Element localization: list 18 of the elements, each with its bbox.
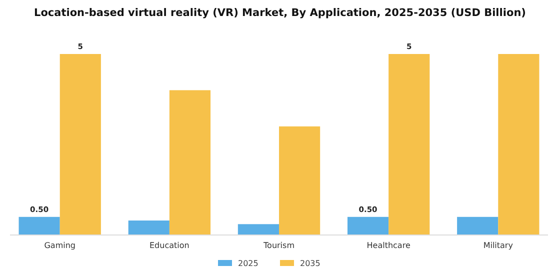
legend-label: 2035 bbox=[300, 259, 320, 268]
x-tick-label: Military bbox=[483, 241, 514, 250]
bar bbox=[388, 54, 430, 235]
x-tick-label: Gaming bbox=[44, 241, 76, 250]
legend-label: 2025 bbox=[238, 259, 258, 268]
bar bbox=[18, 216, 60, 235]
bar bbox=[498, 54, 540, 235]
bar bbox=[60, 54, 101, 235]
bar bbox=[128, 220, 170, 235]
bar bbox=[169, 90, 211, 235]
bar bbox=[457, 216, 498, 235]
chart-title: Location-based virtual reality (VR) Market, By Application, 2025-2035 (USD Billion) bbox=[34, 7, 526, 19]
x-tick-label: Healthcare bbox=[366, 241, 410, 250]
bar bbox=[347, 216, 389, 235]
bar bbox=[279, 126, 320, 235]
x-tick-label: Tourism bbox=[262, 241, 295, 250]
x-tick-label: Education bbox=[150, 241, 190, 250]
bar bbox=[238, 224, 279, 235]
